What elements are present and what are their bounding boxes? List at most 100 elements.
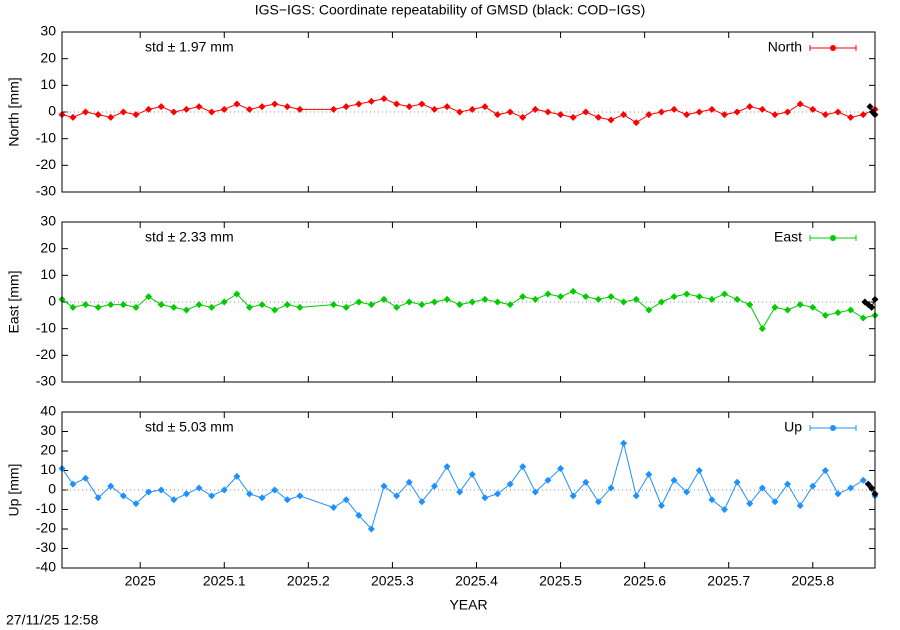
data-point <box>733 478 741 486</box>
data-point <box>821 311 829 319</box>
data-point <box>220 486 228 494</box>
data-point <box>418 301 426 309</box>
x-tick-label: 2025.8 <box>791 573 834 589</box>
legend-marker <box>830 235 836 241</box>
data-point <box>342 303 350 311</box>
series-line <box>61 98 876 124</box>
data-point <box>670 476 678 484</box>
plot-frame <box>61 411 876 569</box>
data-point <box>119 108 127 116</box>
data-point <box>645 111 653 119</box>
data-point <box>405 298 413 306</box>
data-point <box>443 295 451 303</box>
data-point <box>796 100 804 108</box>
y-tick-label: 20 <box>40 49 56 65</box>
data-point <box>582 108 590 116</box>
y-tick-label: 0 <box>48 481 56 497</box>
data-point <box>330 301 338 309</box>
data-point <box>721 290 729 298</box>
data-point <box>758 325 766 333</box>
data-point <box>721 111 729 119</box>
data-point <box>746 103 754 111</box>
y-tick-label: -10 <box>36 500 56 516</box>
data-point <box>695 108 703 116</box>
data-point <box>821 467 829 474</box>
data-point <box>695 293 703 301</box>
data-point <box>506 108 514 116</box>
data-point <box>69 480 77 488</box>
data-point <box>758 484 766 492</box>
data-point <box>868 303 876 311</box>
data-point <box>245 105 253 113</box>
data-point <box>393 303 401 311</box>
data-point <box>481 103 489 111</box>
data-point <box>296 492 304 500</box>
y-tick-label: 10 <box>40 266 56 282</box>
data-point <box>170 108 178 116</box>
y-axis-label: North [mm] <box>6 77 22 146</box>
data-point <box>258 103 266 111</box>
data-point <box>632 295 640 303</box>
data-point <box>468 105 476 113</box>
data-point <box>859 314 867 322</box>
y-tick-label: 20 <box>40 442 56 458</box>
y-tick-label: 40 <box>40 403 56 419</box>
data-point <box>69 113 77 121</box>
data-point <box>506 301 514 309</box>
y-tick-label: 0 <box>48 293 56 309</box>
data-point <box>620 111 628 119</box>
data-point <box>271 306 279 314</box>
y-tick-label: 30 <box>40 23 56 39</box>
legend-label: East <box>774 229 802 245</box>
data-point <box>245 490 253 498</box>
data-point <box>132 303 140 311</box>
data-point <box>519 113 527 121</box>
data-point <box>208 492 216 500</box>
data-point <box>119 301 127 309</box>
data-point <box>367 301 375 309</box>
data-point <box>657 298 665 306</box>
data-point <box>506 480 514 488</box>
data-point <box>342 496 350 504</box>
legend-label: North <box>768 39 802 55</box>
data-point <box>220 105 228 113</box>
data-point <box>82 474 90 482</box>
data-point <box>170 303 178 311</box>
data-point <box>544 476 552 484</box>
data-point <box>809 105 817 113</box>
data-point <box>182 105 190 113</box>
data-point <box>157 103 165 111</box>
data-point <box>557 111 565 119</box>
data-point <box>784 480 792 488</box>
data-point <box>132 111 140 119</box>
data-point <box>170 496 178 504</box>
data-point <box>494 111 502 119</box>
data-point <box>208 303 216 311</box>
data-point <box>405 103 413 111</box>
data-point <box>468 470 476 478</box>
data-point <box>557 465 565 473</box>
data-point <box>456 301 464 309</box>
data-point <box>220 298 228 306</box>
data-point <box>94 494 102 502</box>
data-point <box>784 306 792 314</box>
data-point <box>519 293 527 301</box>
legend-marker <box>830 45 836 51</box>
data-point <box>544 108 552 116</box>
data-point <box>468 298 476 306</box>
data-point <box>784 108 792 116</box>
data-point <box>296 105 304 113</box>
data-point <box>330 504 338 512</box>
data-point <box>632 492 640 500</box>
data-point <box>847 306 855 314</box>
data-point <box>443 463 451 471</box>
data-point <box>443 103 451 111</box>
data-point <box>355 100 363 108</box>
data-point <box>145 488 153 496</box>
data-point <box>380 482 388 490</box>
data-point <box>531 488 539 496</box>
data-point <box>271 486 279 494</box>
data-point <box>233 472 241 480</box>
data-point <box>233 290 241 298</box>
data-point <box>494 490 502 498</box>
